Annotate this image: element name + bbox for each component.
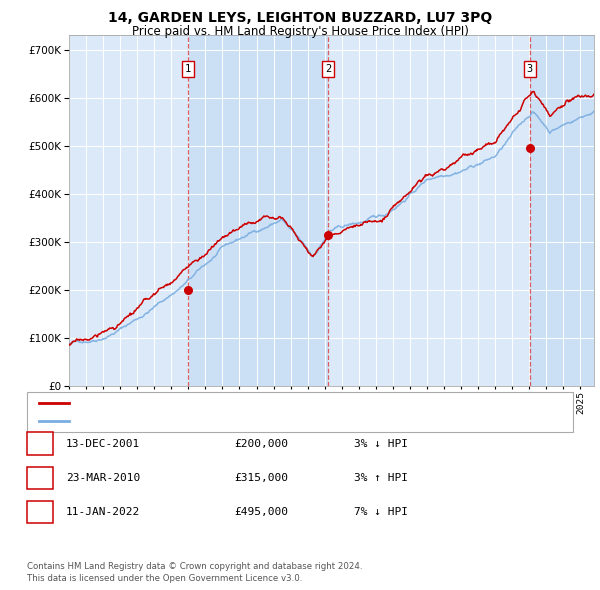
Text: 3: 3 bbox=[37, 507, 44, 517]
Text: 14, GARDEN LEYS, LEIGHTON BUZZARD, LU7 3PQ: 14, GARDEN LEYS, LEIGHTON BUZZARD, LU7 3… bbox=[108, 11, 492, 25]
Text: Price paid vs. HM Land Registry's House Price Index (HPI): Price paid vs. HM Land Registry's House … bbox=[131, 25, 469, 38]
Text: £315,000: £315,000 bbox=[234, 473, 288, 483]
Text: 1: 1 bbox=[185, 64, 191, 74]
Bar bbox=[530, 35, 594, 386]
Text: 23-MAR-2010: 23-MAR-2010 bbox=[66, 473, 140, 483]
Text: £495,000: £495,000 bbox=[234, 507, 288, 517]
Text: 2: 2 bbox=[325, 64, 332, 74]
Text: 13-DEC-2001: 13-DEC-2001 bbox=[66, 439, 140, 448]
Text: £200,000: £200,000 bbox=[234, 439, 288, 448]
Bar bbox=[69, 35, 188, 386]
Text: 3: 3 bbox=[527, 64, 533, 74]
Text: 3% ↑ HPI: 3% ↑ HPI bbox=[354, 473, 408, 483]
Text: Contains HM Land Registry data © Crown copyright and database right 2024.: Contains HM Land Registry data © Crown c… bbox=[27, 562, 362, 571]
Text: HPI: Average price, detached house, Central Bedfordshire: HPI: Average price, detached house, Cent… bbox=[75, 417, 411, 427]
Text: 3% ↓ HPI: 3% ↓ HPI bbox=[354, 439, 408, 448]
Text: This data is licensed under the Open Government Licence v3.0.: This data is licensed under the Open Gov… bbox=[27, 573, 302, 583]
Text: 11-JAN-2022: 11-JAN-2022 bbox=[66, 507, 140, 517]
Text: 7% ↓ HPI: 7% ↓ HPI bbox=[354, 507, 408, 517]
Text: 14, GARDEN LEYS, LEIGHTON BUZZARD, LU7 3PQ (detached house): 14, GARDEN LEYS, LEIGHTON BUZZARD, LU7 3… bbox=[75, 398, 429, 408]
Text: 1: 1 bbox=[37, 439, 44, 448]
Bar bbox=[188, 35, 328, 386]
Bar bbox=[328, 35, 530, 386]
Text: 2: 2 bbox=[37, 473, 44, 483]
